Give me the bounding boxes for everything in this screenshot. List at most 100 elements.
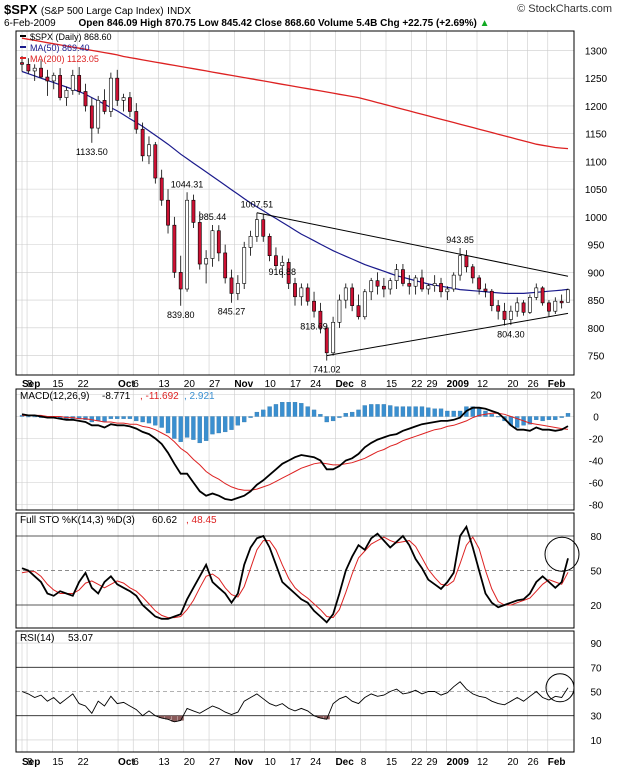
ma50-line [21, 70, 569, 294]
candle-body [502, 310, 507, 320]
price-x-label: 15 [52, 379, 64, 390]
candle-body [401, 269, 405, 284]
candle-body [337, 299, 342, 323]
sto-tick-label: 20 [590, 601, 602, 612]
price-x-label: 20 [507, 379, 519, 390]
legend-entry: MA(50) 869.40 [30, 43, 90, 53]
macd-hist-bar [223, 416, 228, 433]
price-x-label: 8 [27, 379, 33, 390]
rsi-oversold-fill [323, 715, 330, 720]
macd-hist-bar [261, 409, 266, 417]
macd-hist-bar [172, 416, 177, 439]
macd-hist-bar [140, 416, 145, 423]
macd-tick-label: -60 [589, 479, 604, 490]
macd-hist-bar [438, 408, 444, 417]
price-x-label: 13 [159, 379, 171, 390]
candle-body [439, 283, 443, 293]
sto-panel-frame [15, 512, 575, 629]
rsi-oversold-fill [171, 715, 178, 722]
candle-body [147, 144, 151, 157]
index-name: (S&P 500 Large Cap Index) [40, 6, 164, 17]
candle-body [166, 199, 170, 226]
macd-hist-bar [134, 416, 139, 422]
price-annotation: 1133.50 [76, 147, 108, 157]
price-tick-label: 800 [588, 324, 605, 335]
bottom-x-label: 15 [386, 757, 398, 768]
candle-body [381, 285, 386, 290]
macd-hist-bar [413, 406, 418, 417]
candle-body [191, 199, 196, 223]
price-x-label: Sep [22, 379, 40, 390]
macd-hist-bar [407, 406, 412, 417]
candle-body [274, 255, 278, 266]
rsi-line [21, 681, 569, 723]
candle-body [496, 305, 501, 312]
bottom-x-label: 17 [290, 757, 302, 768]
price-annotation: 839.80 [167, 310, 195, 320]
candle-body [375, 280, 380, 287]
price-x-label: 2009 [447, 379, 470, 390]
macd-signal-line [22, 412, 569, 491]
macd-hist-bar [216, 416, 221, 434]
candle-body [255, 219, 259, 237]
trendline-0 [256, 212, 569, 277]
macd-value: -8.771 [102, 391, 131, 402]
macd-hist-bar [178, 416, 183, 442]
macd-hist-bar [369, 404, 374, 417]
price-x-label: 27 [209, 379, 221, 390]
exchange: INDX [167, 6, 192, 17]
bottom-x-label: 8 [27, 757, 33, 768]
price-tick-label: 1000 [585, 213, 608, 224]
macd-hist-bar [210, 416, 215, 435]
macd-hist-bar [292, 402, 298, 417]
price-x-label: 6 [133, 379, 139, 390]
candle-body [362, 291, 367, 318]
macd-hist-value: , 2.921 [184, 391, 215, 402]
candle-body [121, 97, 126, 101]
macd-hist-bar [470, 406, 475, 417]
price-annotation: 916.88 [269, 267, 297, 277]
candle-body [553, 300, 558, 312]
candle-body [343, 287, 348, 301]
macd-hist-bar [146, 416, 152, 424]
rsi-value: 53.07 [68, 633, 93, 644]
macd-hist-bar [286, 402, 291, 417]
macd-hist-bar [540, 416, 545, 422]
candle-body [394, 269, 399, 281]
candle-body [248, 235, 253, 248]
macd-hist-bar [330, 416, 336, 422]
rsi-title: RSI(14) [20, 633, 54, 644]
candle-body [216, 230, 221, 254]
candle-body [159, 177, 164, 201]
candle-body [178, 272, 183, 290]
trendline-1 [326, 312, 569, 357]
legend-entry: $SPX (Daily) 868.60 [30, 32, 112, 42]
macd-hist-bar [559, 416, 564, 418]
macd-hist-bar [400, 406, 406, 417]
sto-tick-label: 80 [590, 532, 602, 543]
price-x-label: 24 [310, 379, 322, 390]
candle-body [280, 262, 285, 266]
candle-body [153, 144, 158, 179]
candle-body [426, 285, 431, 290]
price-tick-label: 750 [588, 352, 605, 363]
macd-hist-bar [432, 408, 437, 417]
macd-hist-bar [343, 413, 348, 417]
candle-body [32, 67, 37, 72]
rsi-tick-label: 70 [590, 663, 602, 674]
candle-body [299, 287, 304, 298]
candle-body [318, 310, 323, 329]
candle-body [204, 258, 209, 265]
macd-hist-bar [419, 406, 425, 417]
macd-hist-bar [32, 416, 37, 418]
price-annotation: 741.02 [313, 365, 341, 375]
macd-hist-bar [273, 404, 279, 417]
macd-hist-bar [349, 411, 355, 417]
candle-body [70, 75, 75, 91]
price-annotation: 1007.51 [241, 200, 274, 210]
bottom-x-label: 2009 [447, 757, 470, 768]
macd-tick-label: 20 [590, 391, 602, 402]
macd-hist-bar [394, 406, 399, 417]
